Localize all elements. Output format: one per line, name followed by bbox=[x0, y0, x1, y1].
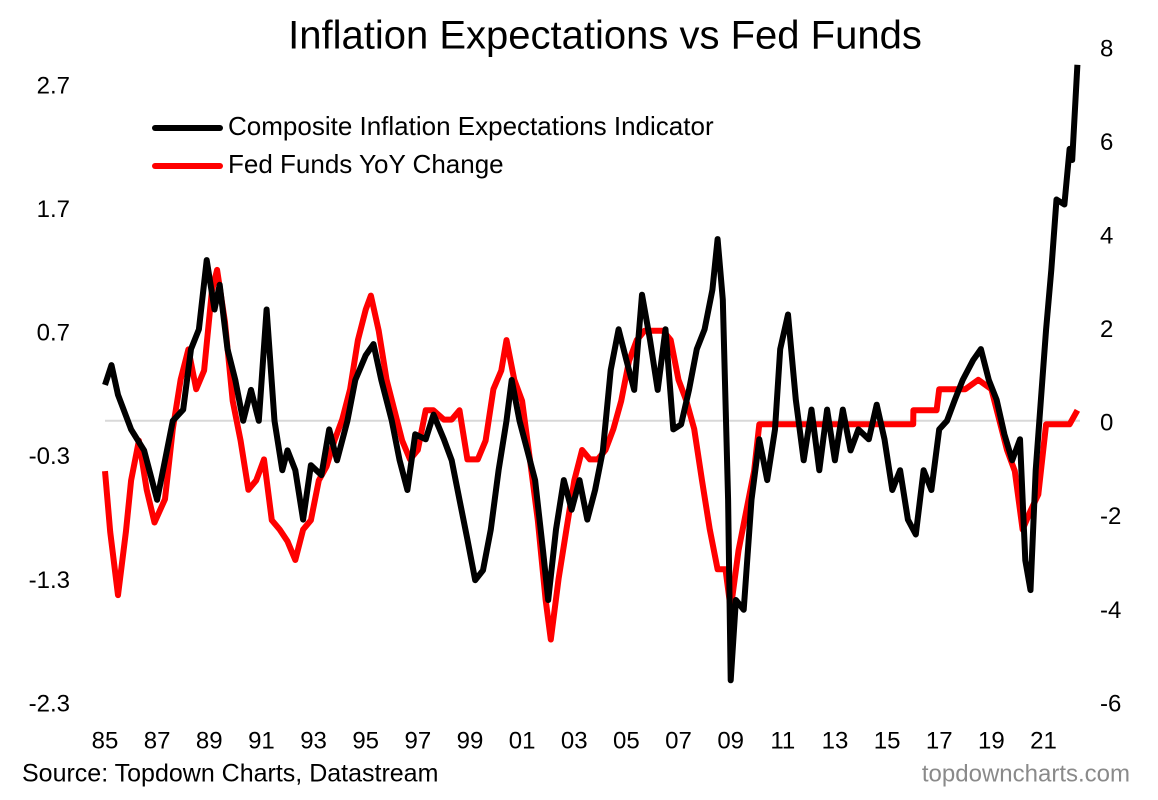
x-tick-label: 95 bbox=[352, 727, 379, 754]
x-tick-label: 07 bbox=[665, 727, 692, 754]
x-tick-label: 87 bbox=[144, 727, 171, 754]
y2-tick-label: 8 bbox=[1100, 35, 1113, 62]
y-tick-label: 1.7 bbox=[37, 196, 70, 223]
x-tick-label: 99 bbox=[457, 727, 484, 754]
legend-label: Fed Funds YoY Change bbox=[228, 149, 504, 179]
watermark: topdowncharts.com bbox=[922, 760, 1130, 787]
x-tick-label: 03 bbox=[561, 727, 588, 754]
x-tick-label: 05 bbox=[613, 727, 640, 754]
x-tick-label: 09 bbox=[717, 727, 744, 754]
x-tick-label: 91 bbox=[248, 727, 275, 754]
x-tick-label: 85 bbox=[92, 727, 119, 754]
x-tick-label: 01 bbox=[509, 727, 536, 754]
y2-tick-label: 0 bbox=[1100, 410, 1113, 437]
y2-tick-label: -4 bbox=[1100, 597, 1121, 624]
x-tick-label: 17 bbox=[926, 727, 953, 754]
x-tick-label: 11 bbox=[770, 727, 795, 754]
y2-tick-label: 4 bbox=[1100, 222, 1113, 249]
series-line bbox=[102, 64, 1081, 684]
y2-tick-label: -6 bbox=[1100, 690, 1121, 717]
y2-tick-label: 6 bbox=[1100, 129, 1113, 156]
x-tick-label: 15 bbox=[874, 727, 901, 754]
y-tick-label: -2.3 bbox=[29, 690, 70, 717]
source: Source: Topdown Charts, Datastream bbox=[22, 760, 438, 788]
legend-label: Composite Inflation Expectations Indicat… bbox=[228, 111, 714, 141]
x-tick-label: 19 bbox=[978, 727, 1005, 754]
y-tick-label: -0.3 bbox=[29, 443, 70, 470]
x-tick-label: 13 bbox=[822, 727, 849, 754]
y-tick-label: 0.7 bbox=[37, 320, 70, 347]
x-tick-label: 93 bbox=[300, 727, 327, 754]
x-tick-label: 89 bbox=[196, 727, 223, 754]
y-tick-label: -1.3 bbox=[29, 567, 70, 594]
x-tick-label: 21 bbox=[1030, 727, 1057, 754]
x-tick-label: 97 bbox=[404, 727, 431, 754]
y2-tick-label: -2 bbox=[1100, 503, 1121, 530]
y2-tick-label: 2 bbox=[1100, 316, 1113, 343]
y-tick-label: 2.7 bbox=[37, 72, 70, 99]
chart-title: Inflation Expectations vs Fed Funds bbox=[288, 14, 922, 58]
